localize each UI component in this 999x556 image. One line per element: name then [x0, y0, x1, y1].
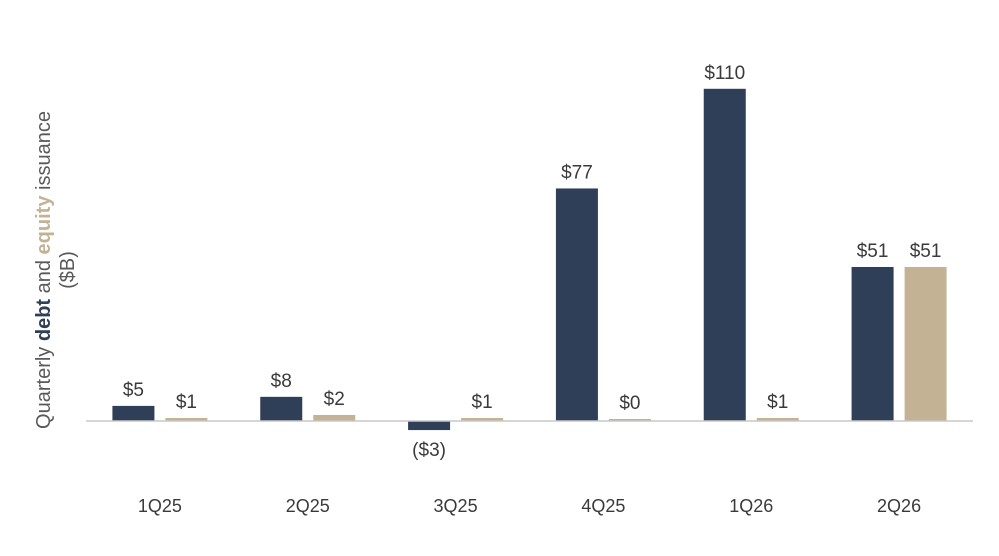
y-label-debt: debt [33, 299, 55, 342]
bar-debt-3Q25 [408, 421, 451, 431]
data-label-debt-2Q26: $51 [857, 241, 889, 262]
data-label-equity-1Q25: $1 [176, 392, 197, 413]
y-axis-label-line1: Quarterly debt and equity issuance [33, 111, 55, 429]
bar-debt-1Q26 [703, 88, 746, 422]
data-label-equity-4Q25: $0 [619, 393, 640, 414]
data-label-debt-4Q25: $77 [561, 162, 593, 183]
data-label-equity-2Q26: $51 [910, 241, 942, 262]
data-label-debt-1Q26: $110 [704, 63, 745, 84]
y-axis-label: Quarterly debt and equity issuance ($B) [33, 111, 79, 429]
data-label-debt-2Q25: $8 [271, 371, 292, 392]
x-tick-label-2Q25: 2Q25 [286, 496, 330, 516]
y-label-equity: equity [33, 195, 55, 255]
bar-equity-1Q25 [165, 417, 208, 421]
y-label-part3: and [33, 254, 55, 298]
data-label-debt-1Q25: $5 [123, 380, 144, 401]
data-label-debt-3Q25: ($3) [412, 440, 446, 461]
bar-debt-2Q25 [260, 396, 303, 421]
data-label-equity-3Q25: $1 [472, 392, 493, 413]
x-tick-label-2Q26: 2Q26 [877, 496, 921, 516]
bar-equity-2Q26 [904, 266, 947, 421]
x-tick-label-1Q26: 1Q26 [729, 496, 773, 516]
bar-debt-2Q26 [851, 266, 894, 421]
x-tick-label-4Q25: 4Q25 [581, 496, 625, 516]
x-tick-label-3Q25: 3Q25 [434, 496, 478, 516]
bar-equity-3Q25 [461, 417, 504, 421]
bar-equity-1Q26 [756, 417, 799, 421]
y-label-part5: issuance [33, 111, 55, 196]
y-label-part1: Quarterly [33, 341, 55, 429]
bar-debt-1Q25 [112, 405, 155, 421]
plot-area: $5 $1 1Q25 $8 $2 2Q25 ($3) $1 3Q25 $77 $0 4Q25 $110 $… [86, 63, 973, 516]
y-axis-label-line2: ($B) [57, 251, 79, 289]
data-label-equity-2Q25: $2 [324, 389, 345, 410]
bar-debt-4Q25 [555, 188, 598, 421]
x-tick-label-1Q25: 1Q25 [138, 496, 182, 516]
bar-equity-2Q25 [313, 414, 356, 421]
bar-equity-4Q25 [608, 419, 651, 421]
data-label-equity-1Q26: $1 [767, 392, 788, 413]
